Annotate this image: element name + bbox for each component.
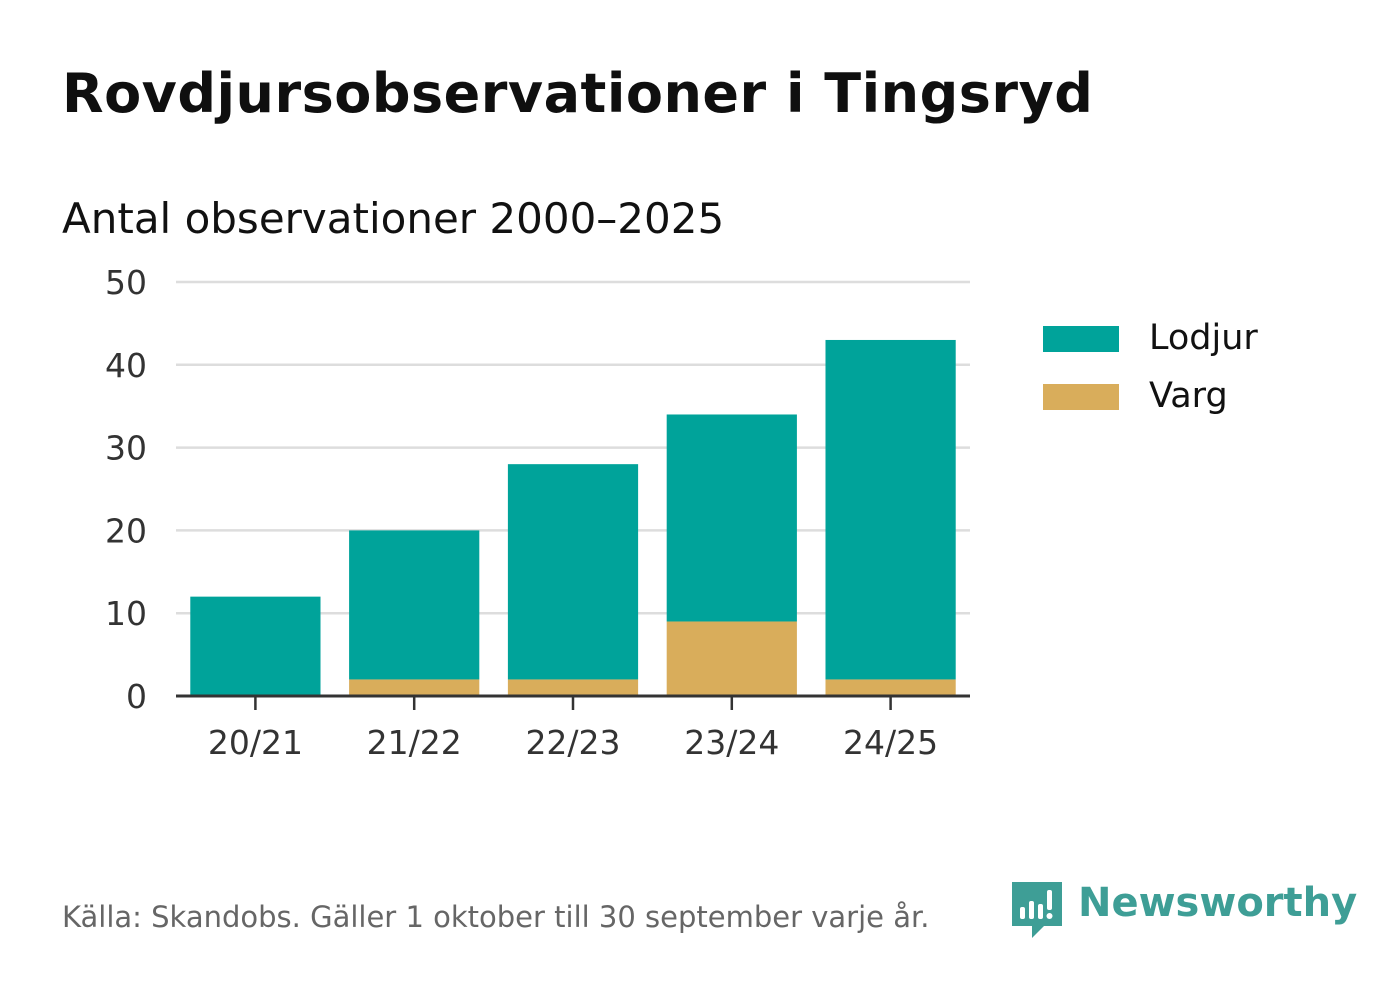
legend-label-lodjur: Lodjur [1149, 318, 1258, 358]
y-tick-label: 0 [126, 677, 147, 716]
x-tick-label: 23/24 [684, 723, 779, 762]
bar-varg [349, 679, 480, 696]
bar-lodjur [507, 464, 639, 680]
bar-lodjur [825, 339, 956, 680]
x-tick-label: 24/25 [843, 723, 938, 762]
bars [190, 339, 956, 696]
page-title: Rovdjursobservationer i Tingsryd [62, 62, 1094, 125]
bar-varg [507, 679, 639, 696]
x-tick-label: 21/22 [367, 723, 462, 762]
y-tick-label: 30 [105, 429, 147, 468]
y-tick-label: 50 [105, 263, 147, 302]
axes: 0 10 20 30 40 50 20/21 21/22 22/23 23/24 24/25 [105, 263, 970, 762]
y-tick-label: 10 [105, 594, 147, 633]
bar-varg [825, 679, 956, 696]
y-tick-label: 20 [105, 511, 147, 550]
legend-swatch-lodjur [1043, 326, 1119, 352]
y-tick-label: 40 [105, 346, 147, 385]
bar-lodjur [666, 414, 797, 622]
x-tick-label: 20/21 [208, 723, 303, 762]
legend-swatch-varg [1043, 384, 1119, 410]
source-note: Källa: Skandobs. Gäller 1 oktober till 3… [62, 900, 930, 934]
legend-label-varg: Varg [1149, 376, 1228, 416]
brand-name: Newsworthy [1078, 880, 1358, 926]
bar-lodjur [349, 530, 480, 680]
newsworthy-logo-icon [1012, 882, 1062, 938]
bar-lodjur [190, 596, 321, 696]
chart-subtitle: Antal observationer 2000–2025 [62, 194, 725, 243]
bar-varg [666, 621, 797, 696]
x-tick-label: 22/23 [525, 723, 620, 762]
